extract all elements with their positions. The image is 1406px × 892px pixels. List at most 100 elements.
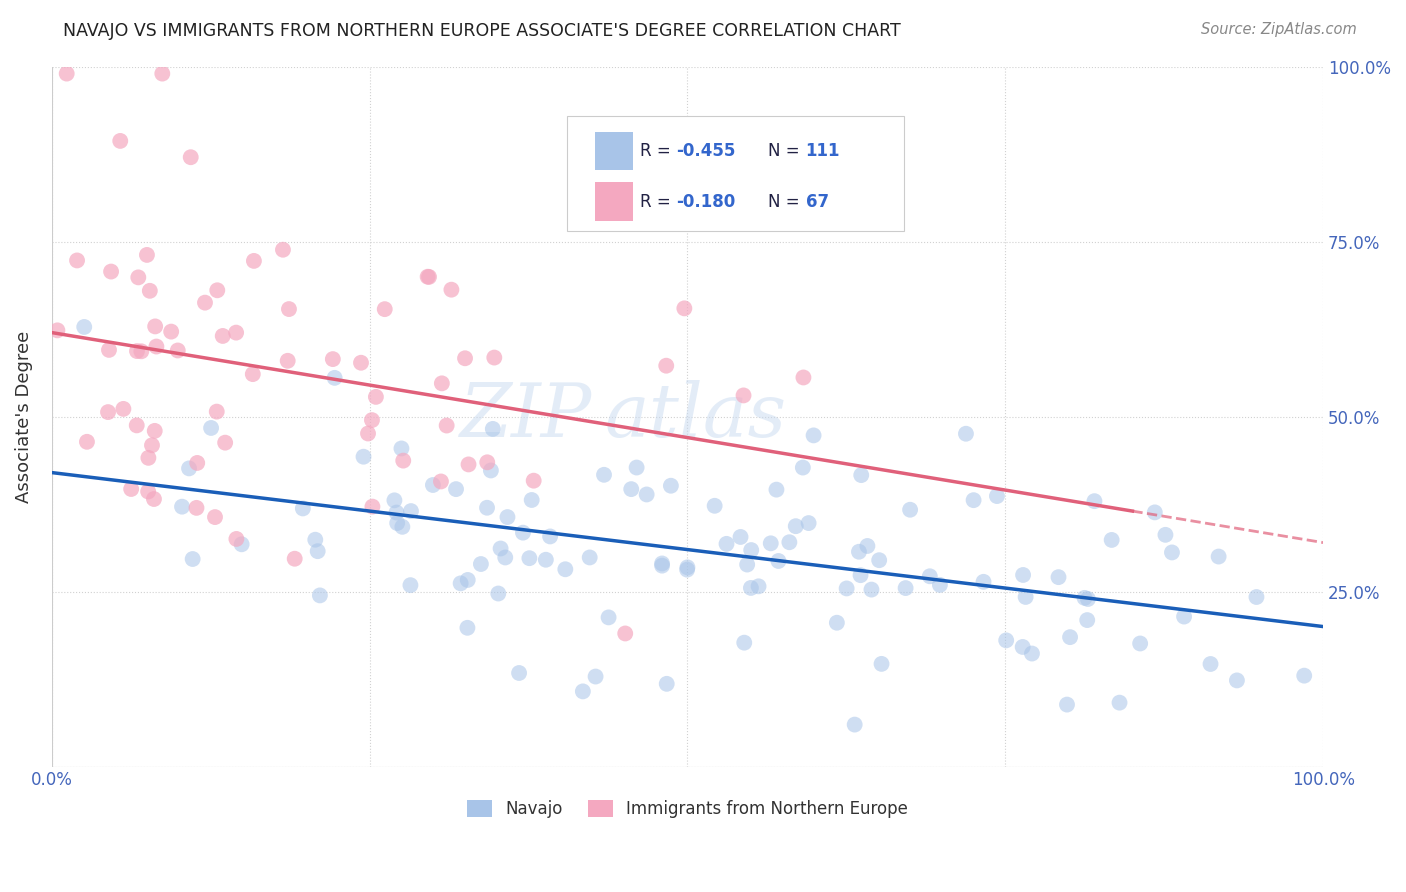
Point [676,560,699,574]
Point [136,484,159,499]
Point [598,610,620,624]
Point [450,576,472,591]
Point [204,510,226,524]
Point [242,367,264,381]
Point [792,370,814,384]
Point [593,467,616,482]
Point [489,541,512,556]
Point [554,562,576,576]
Point [870,657,893,671]
Y-axis label: Associate's Degree: Associate's Degree [15,330,32,503]
Point [112,401,135,416]
Point [538,529,561,543]
Point [523,474,546,488]
Point [323,371,346,385]
Point [456,621,478,635]
Point [418,269,440,284]
Point [284,551,307,566]
Point [785,519,807,533]
Point [482,422,505,436]
Point [385,516,408,530]
Point [1246,590,1268,604]
Point [166,343,188,358]
Point [76,434,98,449]
Point [143,319,166,334]
Point [851,468,873,483]
Point [307,544,329,558]
Text: N =: N = [768,142,804,160]
Point [139,284,162,298]
Point [995,633,1018,648]
Point [484,351,506,365]
Point [186,500,208,515]
Point [1076,613,1098,627]
Point [1294,668,1316,682]
Text: -0.180: -0.180 [676,193,735,211]
Point [856,539,879,553]
Point [797,516,820,530]
Text: NAVAJO VS IMMIGRANTS FROM NORTHERN EUROPE ASSOCIATE'S DEGREE CORRELATION CHART: NAVAJO VS IMMIGRANTS FROM NORTHERN EUROP… [63,22,901,40]
Point [955,426,977,441]
Point [364,390,387,404]
Point [1129,636,1152,650]
Point [422,478,444,492]
Point [1208,549,1230,564]
Point [181,552,204,566]
Point [73,320,96,334]
Point [211,329,233,343]
Point [848,545,870,559]
Point [578,550,600,565]
Point [1047,570,1070,584]
Point [205,404,228,418]
Point [803,428,825,442]
Point [636,487,658,501]
Point [860,582,883,597]
Point [1012,568,1035,582]
Point [110,134,132,148]
Point [97,405,120,419]
Point [214,435,236,450]
Point [271,243,294,257]
Point [66,253,89,268]
Point [127,270,149,285]
Point [479,463,502,477]
Point [361,413,384,427]
Point [496,510,519,524]
Point [385,506,408,520]
Point [470,557,492,571]
Point [1073,591,1095,605]
Point [143,491,166,506]
Point [180,150,202,164]
Point [170,500,193,514]
Point [143,424,166,438]
Point [416,269,439,284]
Point [120,482,142,496]
Point [655,677,678,691]
Point [494,550,516,565]
Point [430,475,453,489]
Point [585,669,607,683]
Point [844,717,866,731]
Point [357,426,380,441]
Point [1199,657,1222,671]
Point [1056,698,1078,712]
Point [1143,505,1166,519]
Point [735,558,758,572]
Point [436,418,458,433]
Point [651,558,673,573]
Point [131,344,153,359]
Point [520,493,543,508]
Point [962,493,984,508]
Point [430,376,453,391]
Point [46,323,69,337]
Point [194,295,217,310]
Point [138,450,160,465]
Point [98,343,121,357]
Point [620,482,643,496]
Point [444,482,467,496]
Point [973,574,995,589]
Text: ZIP: ZIP [460,380,592,453]
Point [1108,696,1130,710]
Point [918,569,941,583]
Point [655,359,678,373]
